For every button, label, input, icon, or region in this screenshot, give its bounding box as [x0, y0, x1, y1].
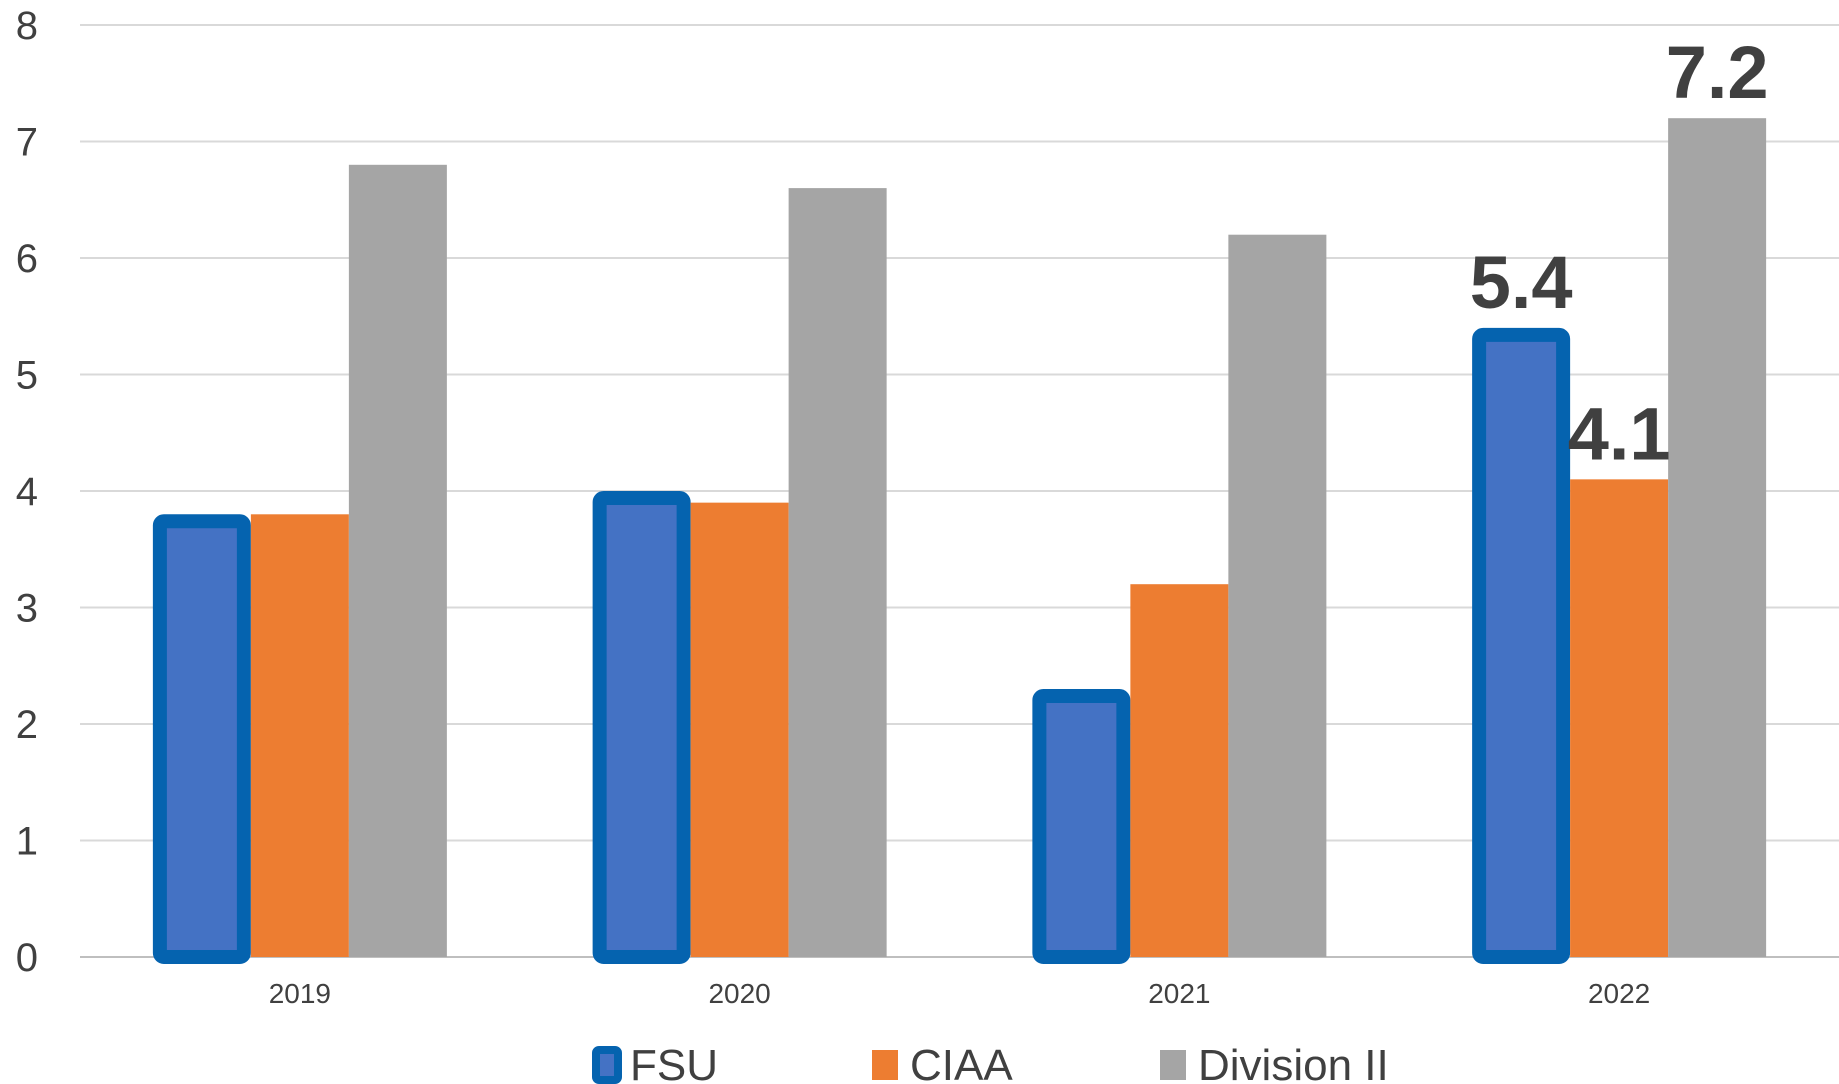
legend-swatch — [592, 1046, 622, 1084]
y-tick-label: 0 — [16, 936, 38, 980]
y-axis-ticks: 0 1 2 3 4 5 6 7 8 — [16, 4, 38, 980]
data-label: 5.4 — [1470, 241, 1573, 324]
x-tick-label: 2021 — [1148, 978, 1210, 1009]
bar-ciaa-2019 — [250, 514, 349, 957]
legend: FSU CIAA Division II — [592, 1041, 1389, 1084]
legend-item-ciaa: CIAA — [872, 1041, 1013, 1084]
bar-fsu-2022 — [1472, 327, 1571, 964]
y-tick-label: 7 — [16, 121, 38, 165]
bar-fsu-2020 — [592, 491, 691, 964]
bar-division-ii-2020 — [788, 188, 887, 958]
bar-fsu-2019 — [152, 514, 251, 964]
x-tick-label: 2022 — [1588, 978, 1650, 1009]
legend-label: CIAA — [910, 1041, 1013, 1084]
bar-ciaa-2022 — [1570, 479, 1669, 957]
data-label: 7.2 — [1666, 31, 1769, 114]
x-tick-label: 2019 — [269, 978, 331, 1009]
y-tick-label: 8 — [16, 4, 38, 48]
bar-division-ii-2019 — [348, 164, 447, 958]
bar-fsu-2021 — [1032, 689, 1131, 964]
legend-item-fsu: FSU — [592, 1041, 718, 1084]
y-tick-label: 3 — [16, 587, 38, 631]
y-tick-label: 1 — [16, 820, 38, 864]
y-tick-label: 4 — [16, 470, 38, 514]
y-tick-label: 6 — [16, 237, 38, 281]
legend-label: FSU — [630, 1041, 718, 1084]
data-label: 4.1 — [1568, 392, 1671, 475]
bar-division-ii-2021 — [1228, 234, 1327, 957]
bar-division-ii-2022 — [1668, 118, 1767, 957]
legend-swatch — [872, 1050, 898, 1080]
y-tick-label: 5 — [16, 354, 38, 398]
legend-swatch — [1160, 1050, 1186, 1080]
x-axis-ticks: 2019 2020 2021 2022 — [269, 978, 1651, 1009]
bar-ciaa-2020 — [690, 502, 789, 957]
x-tick-label: 2020 — [708, 978, 770, 1009]
bars — [152, 118, 1767, 964]
legend-item-division-ii: Division II — [1160, 1041, 1389, 1084]
bar-ciaa-2021 — [1130, 584, 1229, 957]
data-labels: 5.4 4.1 7.2 — [1470, 31, 1769, 475]
y-tick-label: 2 — [16, 703, 38, 747]
legend-label: Division II — [1198, 1041, 1389, 1084]
